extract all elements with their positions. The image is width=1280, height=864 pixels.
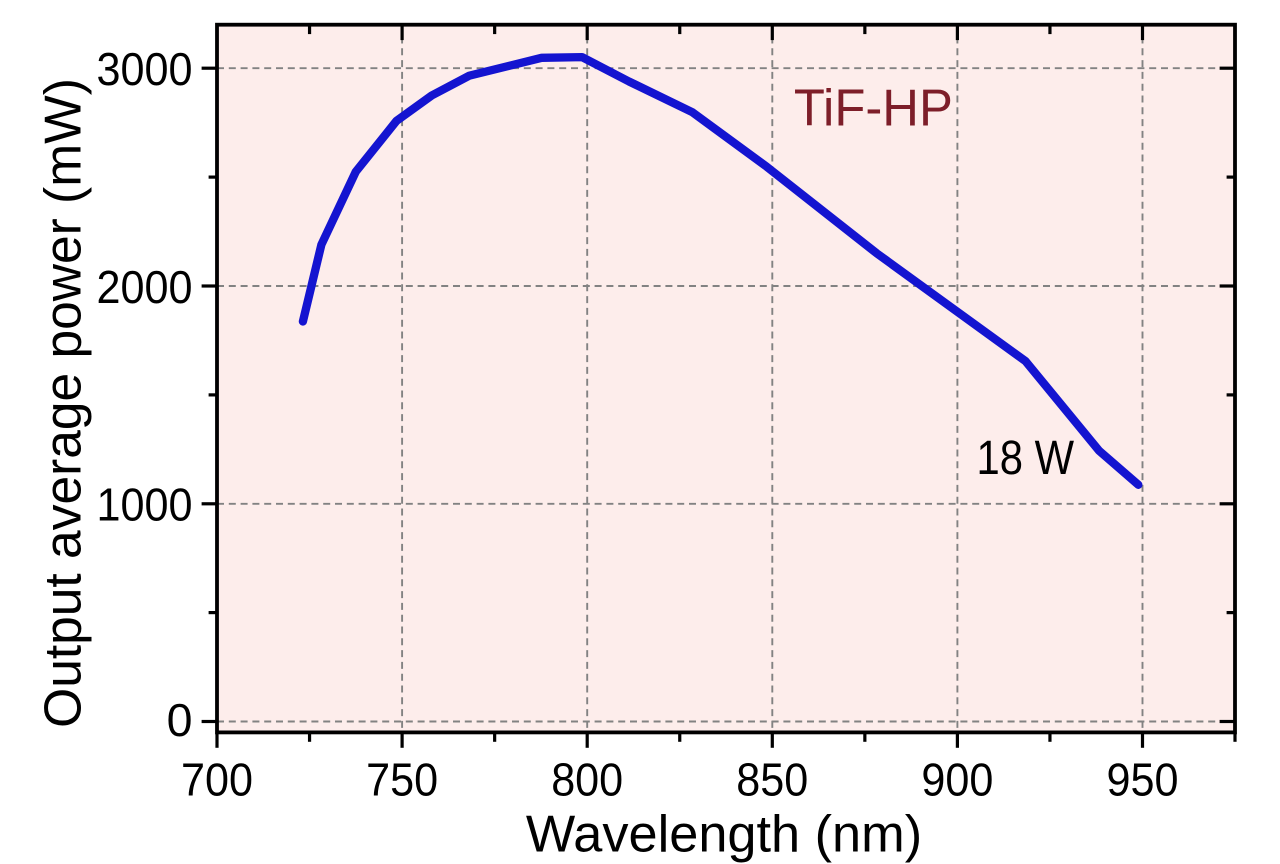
svg-text:Wavelength (nm): Wavelength (nm)	[526, 806, 922, 864]
svg-text:TiF-HP: TiF-HP	[794, 79, 953, 137]
svg-text:18 W: 18 W	[977, 432, 1075, 485]
svg-text:Output average power (mW): Output average power (mW)	[34, 78, 92, 728]
svg-text:900: 900	[921, 754, 993, 806]
svg-text:3000: 3000	[97, 43, 193, 95]
svg-text:1000: 1000	[97, 479, 193, 531]
svg-text:800: 800	[551, 754, 623, 806]
svg-text:750: 750	[366, 754, 438, 806]
svg-text:2000: 2000	[97, 261, 193, 313]
svg-text:700: 700	[181, 754, 253, 806]
svg-text:0: 0	[167, 694, 193, 746]
svg-text:850: 850	[736, 754, 808, 806]
svg-text:950: 950	[1107, 754, 1179, 806]
